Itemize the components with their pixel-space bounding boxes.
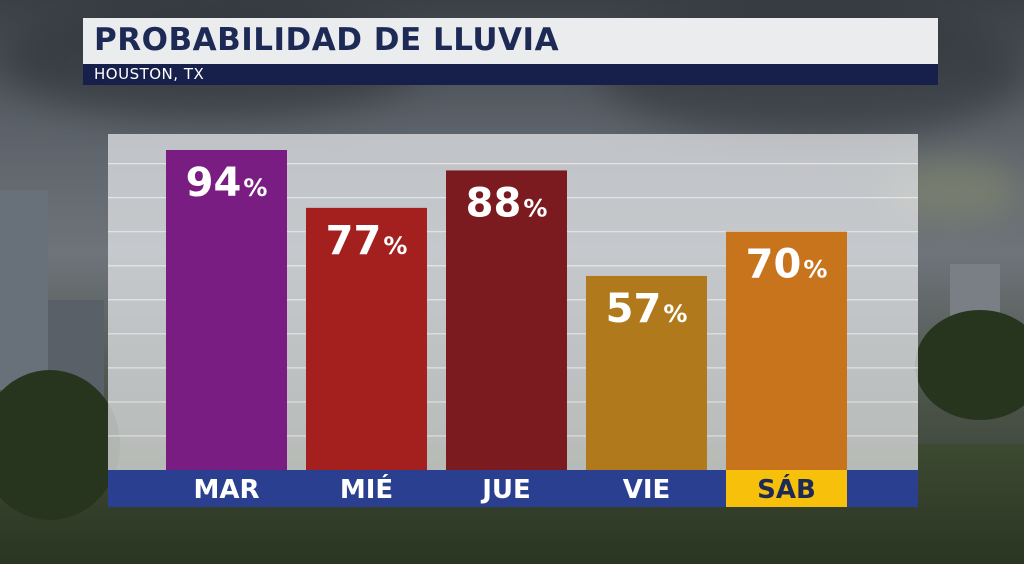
chart-subtitle: HOUSTON, TX [94,65,205,83]
data-label: 88% [466,180,548,226]
tick-label: MIÉ [340,473,393,505]
chart-title: PROBABILIDAD DE LLUVIA [94,22,560,58]
data-label: 77% [326,218,408,264]
bar [586,275,707,470]
subtitle-banner [83,64,938,85]
bar [446,170,567,470]
bar [166,150,287,470]
data-label: 94% [186,160,268,206]
tick-label: SÁB [757,473,816,505]
data-label: 57% [606,286,688,332]
tick-label: JUE [480,475,531,505]
tree [915,310,1024,420]
title-banner [83,18,938,66]
tick-label: VIE [623,475,671,505]
data-label: 70% [746,242,828,288]
bar [726,231,847,470]
highlight-box [726,470,847,507]
tree [0,370,120,520]
tick-label: MAR [193,475,259,505]
bar [306,207,427,470]
skyscraper [0,190,48,390]
